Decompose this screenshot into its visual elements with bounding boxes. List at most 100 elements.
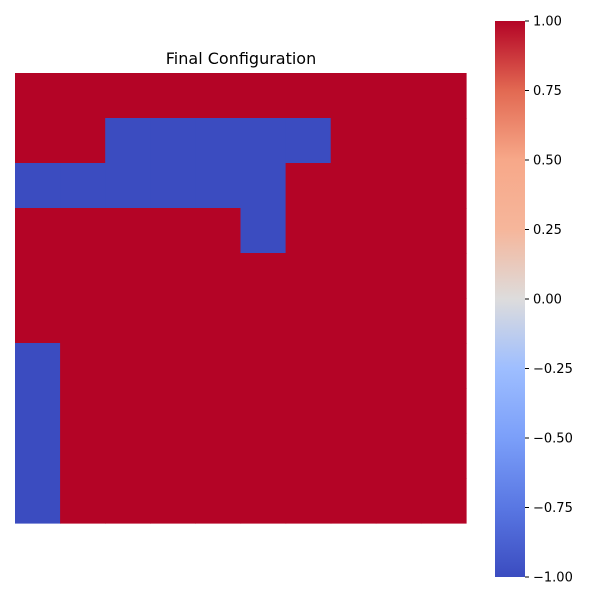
heatmap-cell-r7-c4	[195, 388, 242, 434]
heatmap-cell-r6-c6	[285, 343, 332, 389]
heatmap-cell-r7-c3	[150, 388, 196, 434]
heatmap-cell-r5-c7	[330, 298, 377, 344]
heatmap-cell-r4-c0	[15, 253, 61, 299]
heatmap-cell-r7-c9	[420, 388, 467, 434]
colorbar-tick-label: 0.75	[533, 84, 562, 99]
heatmap-cell-r0-c6	[285, 73, 332, 119]
heatmap-cell-r2-c7	[330, 163, 377, 209]
heatmap-cell-r5-c2	[105, 298, 151, 344]
colorbar-tick-label: −0.75	[533, 501, 573, 516]
heatmap-cell-r1-c3	[150, 118, 196, 164]
heatmap-cell-r0-c4	[195, 73, 242, 119]
heatmap-cell-r5-c4	[195, 298, 242, 344]
heatmap-cell-r6-c9	[420, 343, 467, 389]
colorbar-tick-label: −1.00	[533, 571, 573, 586]
heatmap-cell-r1-c4	[195, 118, 242, 164]
heatmap-cell-r6-c3	[150, 343, 196, 389]
heatmap-cell-r3-c7	[330, 208, 377, 254]
heatmap-cell-r7-c1	[60, 388, 106, 434]
heatmap-cell-r5-c0	[15, 298, 61, 344]
heatmap-cell-r9-c9	[420, 478, 467, 524]
heatmap-cell-r8-c7	[330, 433, 377, 479]
heatmap-cell-r3-c8	[375, 208, 422, 254]
heatmap-cell-r0-c8	[375, 73, 422, 119]
colorbar-tick-label: 0.50	[533, 154, 562, 169]
heatmap-cell-r9-c8	[375, 478, 422, 524]
heatmap-cell-r4-c9	[420, 253, 467, 299]
heatmap-cell-r9-c0	[15, 478, 61, 524]
heatmap-cell-r0-c1	[60, 73, 106, 119]
heatmap-cell-r3-c1	[60, 208, 106, 254]
heatmap-cell-r4-c6	[285, 253, 332, 299]
heatmap-cell-r8-c3	[150, 433, 196, 479]
heatmap-cell-r0-c0	[15, 73, 61, 119]
heatmap-cell-r9-c7	[330, 478, 377, 524]
heatmap-cell-r0-c3	[150, 73, 196, 119]
heatmap-cell-r1-c1	[60, 118, 106, 164]
heatmap-cell-r1-c8	[375, 118, 422, 164]
heatmap-cell-r4-c8	[375, 253, 422, 299]
heatmap-cell-r1-c0	[15, 118, 61, 164]
heatmap-cell-r1-c7	[330, 118, 377, 164]
heatmap-cell-r9-c1	[60, 478, 106, 524]
heatmap-cell-r3-c0	[15, 208, 61, 254]
heatmap-cell-r8-c2	[105, 433, 151, 479]
heatmap-cell-r2-c3	[150, 163, 196, 209]
heatmap-cell-r1-c5	[240, 118, 287, 164]
chart-title: Final Configuration	[166, 49, 316, 68]
heatmap-cell-r4-c7	[330, 253, 377, 299]
heatmap-cell-r3-c5	[240, 208, 287, 254]
heatmap-cell-r0-c7	[330, 73, 377, 119]
heatmap-cell-r7-c8	[375, 388, 422, 434]
heatmap-cell-r3-c9	[420, 208, 467, 254]
heatmap-cell-r7-c5	[240, 388, 287, 434]
colorbar-axis: 1.00 0.75 0.50 0.25 0.00 −0.25 −0.50 −0.75 −1.00	[525, 15, 573, 586]
heatmap-cell-r6-c2	[105, 343, 151, 389]
heatmap-cell-r2-c9	[420, 163, 467, 209]
colorbar-tick-label: 1.00	[533, 15, 562, 30]
heatmap-cell-r2-c8	[375, 163, 422, 209]
heatmap-cell-r4-c2	[105, 253, 151, 299]
heatmap-cell-r4-c3	[150, 253, 196, 299]
heatmap-cell-r9-c6	[285, 478, 332, 524]
heatmap-cell-r2-c2	[105, 163, 151, 209]
heatmap-cell-r6-c7	[330, 343, 377, 389]
colorbar-tick-label: 0.00	[533, 293, 562, 308]
heatmap-cell-r7-c0	[15, 388, 61, 434]
heatmap-cell-r4-c1	[60, 253, 106, 299]
heatmap-cell-r3-c4	[195, 208, 242, 254]
heatmap-cell-r7-c7	[330, 388, 377, 434]
heatmap-cell-r2-c0	[15, 163, 61, 209]
colorbar-tick-label: 0.25	[533, 223, 562, 238]
heatmap-cell-r8-c1	[60, 433, 106, 479]
heatmap-cell-r2-c5	[240, 163, 287, 209]
heatmap-cell-r6-c5	[240, 343, 287, 389]
heatmap-cell-r1-c9	[420, 118, 467, 164]
heatmap-cell-r0-c9	[420, 73, 467, 119]
heatmap-cell-r4-c5	[240, 253, 287, 299]
heatmap-cell-r9-c2	[105, 478, 151, 524]
heatmap-cell-r8-c6	[285, 433, 332, 479]
heatmap-cell-r0-c5	[240, 73, 287, 119]
colorbar	[495, 21, 525, 577]
heatmap-cell-r7-c6	[285, 388, 332, 434]
colorbar-tick-label: −0.50	[533, 432, 573, 447]
heatmap-cell-r3-c3	[150, 208, 196, 254]
heatmap-cell-r5-c6	[285, 298, 332, 344]
heatmap-cell-r0-c2	[105, 73, 151, 119]
heatmap-cell-r6-c1	[60, 343, 106, 389]
heatmap-cell-r9-c4	[195, 478, 242, 524]
heatmap-cell-r8-c0	[15, 433, 61, 479]
heatmap-cell-r3-c6	[285, 208, 332, 254]
heatmap-cell-r5-c5	[240, 298, 287, 344]
heatmap-cell-r2-c4	[195, 163, 242, 209]
heatmap-cell-r3-c2	[105, 208, 151, 254]
heatmap-cell-r7-c2	[105, 388, 151, 434]
heatmap-cell-r6-c0	[15, 343, 61, 389]
heatmap-cell-r1-c2	[105, 118, 151, 164]
heatmap-cell-r8-c4	[195, 433, 242, 479]
heatmap-cell-r8-c8	[375, 433, 422, 479]
heatmap-cell-r5-c3	[150, 298, 196, 344]
colorbar-tick-label: −0.25	[533, 362, 573, 377]
